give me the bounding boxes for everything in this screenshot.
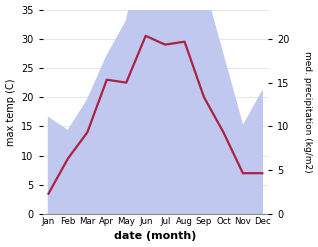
Y-axis label: max temp (C): max temp (C) <box>5 78 16 145</box>
Y-axis label: med. precipitation (kg/m2): med. precipitation (kg/m2) <box>303 51 313 173</box>
X-axis label: date (month): date (month) <box>114 231 197 242</box>
